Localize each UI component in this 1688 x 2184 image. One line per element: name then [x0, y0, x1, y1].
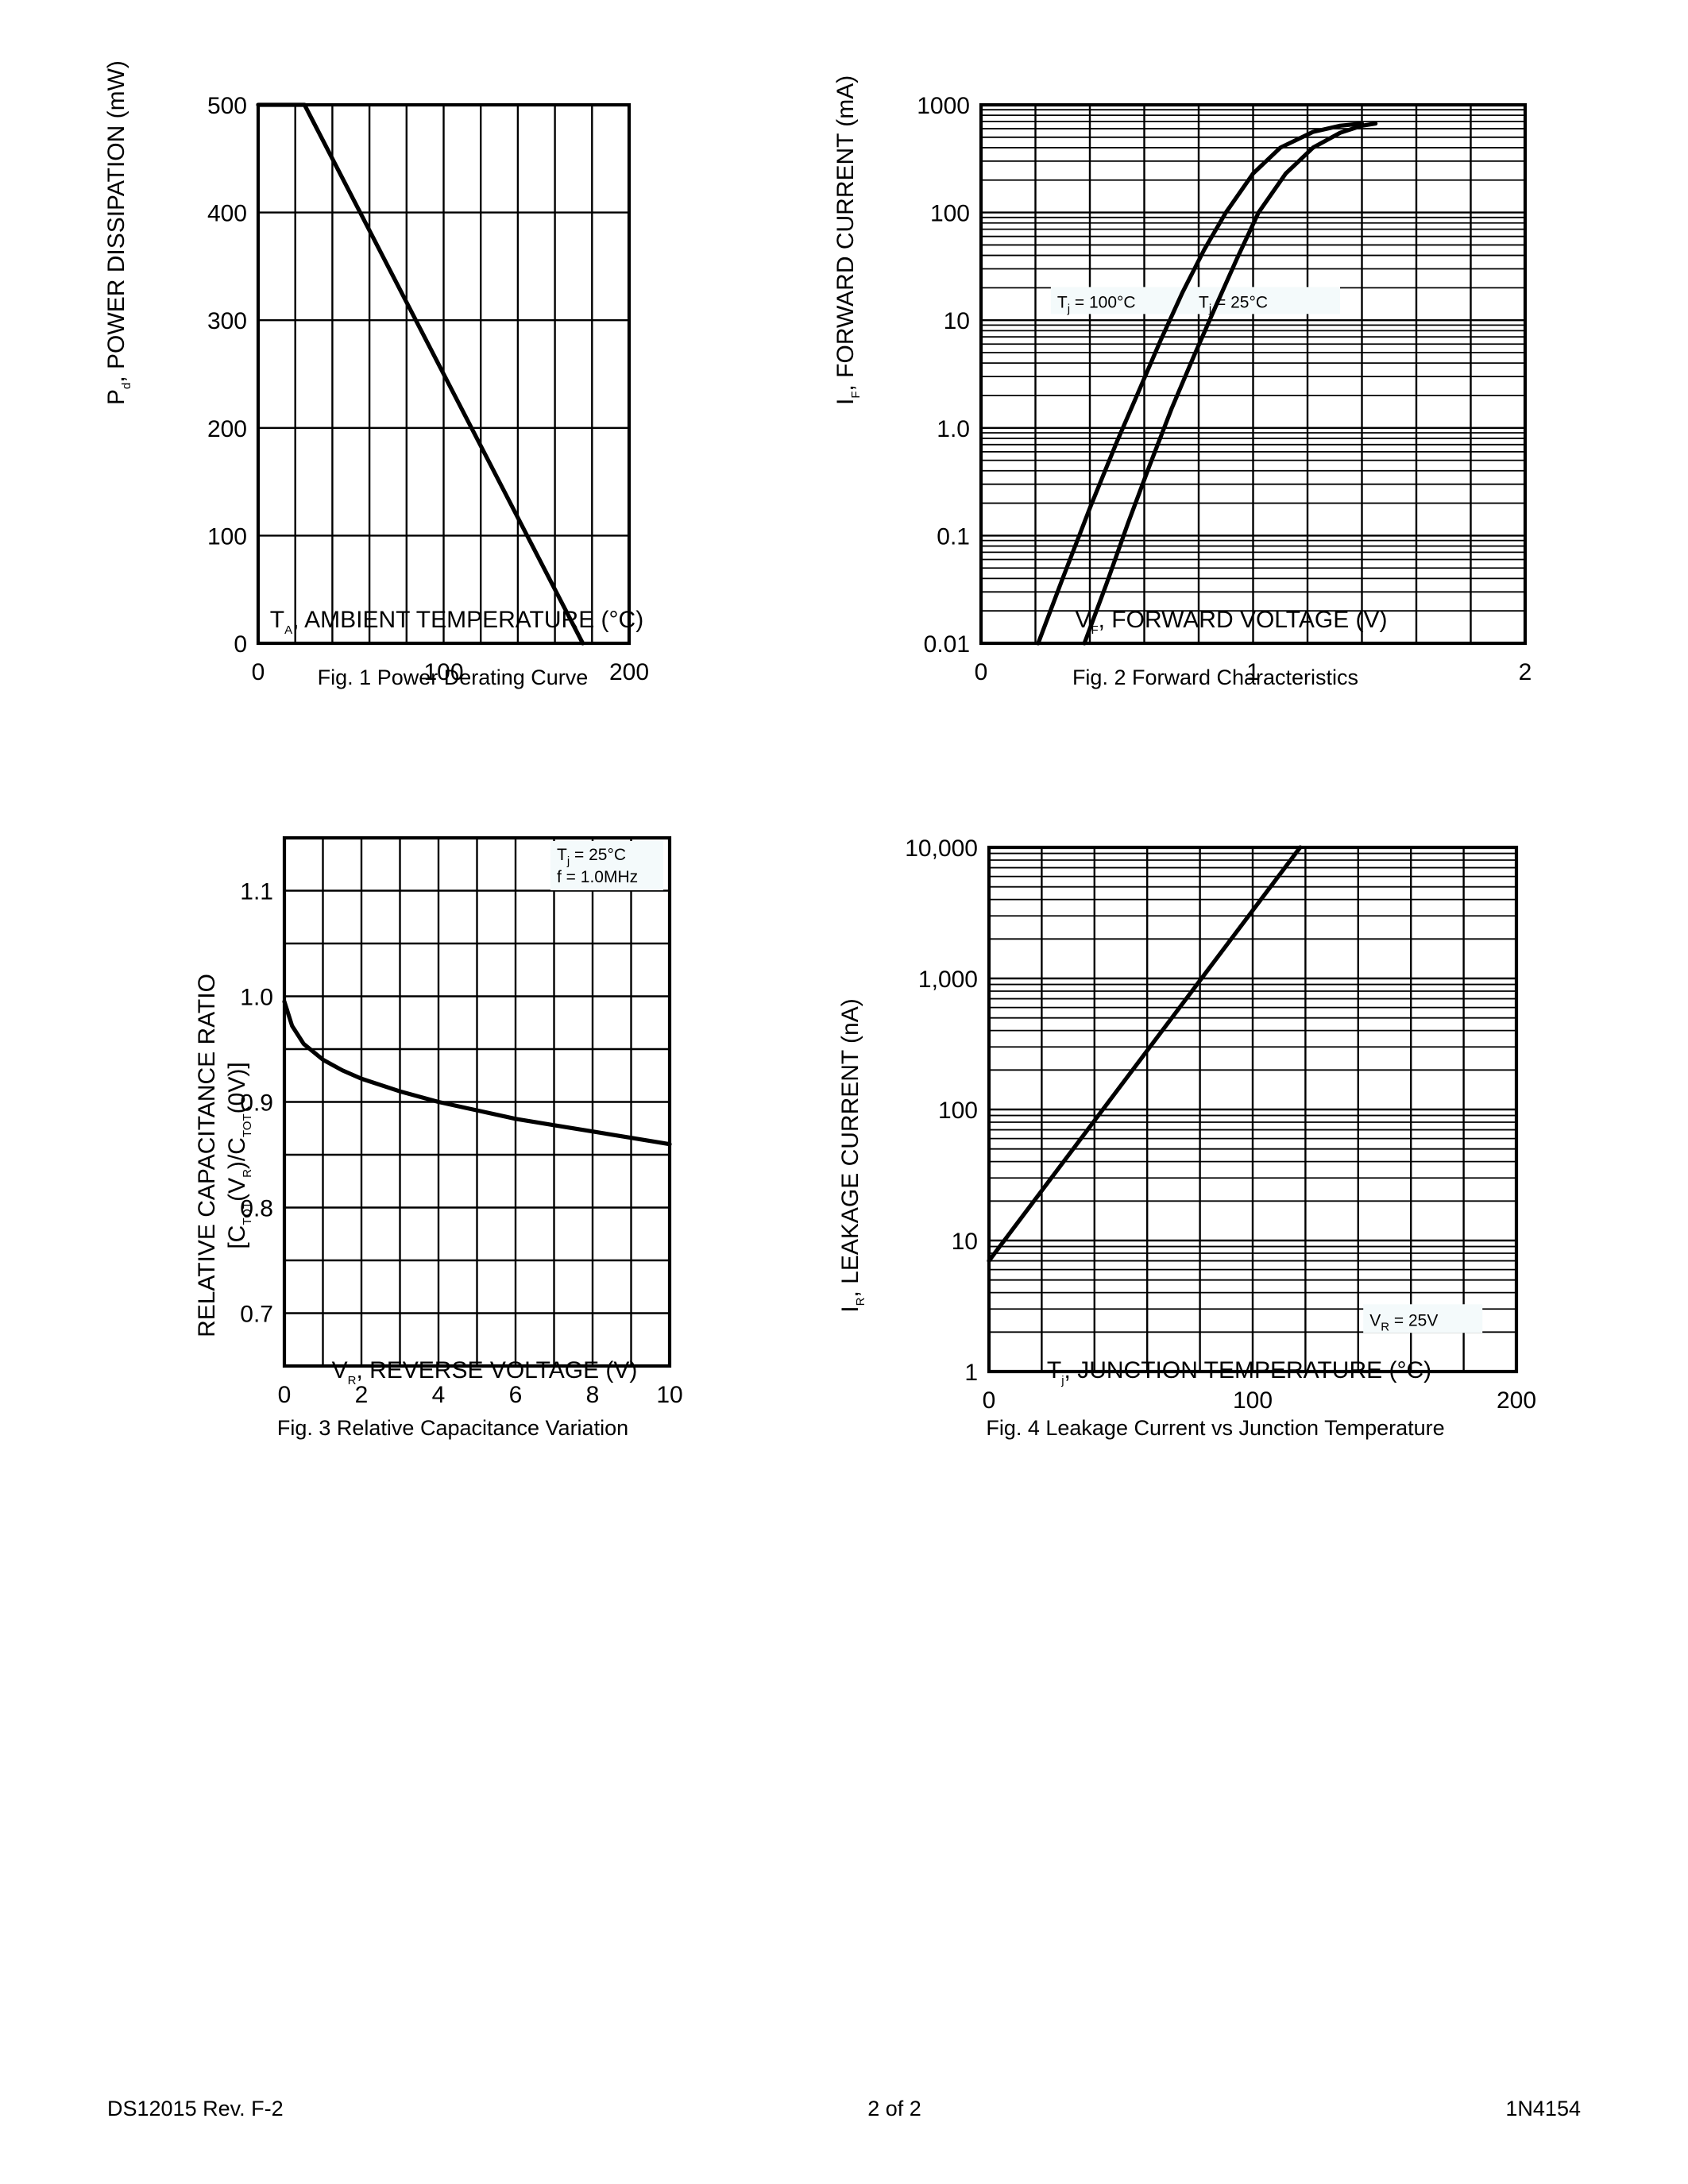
y-tick-label: 0.9: [240, 1090, 273, 1117]
footer-page-number: 2 of 2: [867, 2097, 921, 2120]
fig2-x-axis-label: VF, FORWARD VOLTAGE (V): [1075, 607, 1387, 637]
x-tick-label: 4: [432, 1382, 446, 1408]
y-tick-label: 10,000: [905, 835, 978, 862]
y-tick-label: 300: [207, 308, 247, 334]
fig4-plot-area: 1 10 100 1,000 10,000 0 100 200 VR = 25V: [905, 835, 1536, 1414]
fig1-svg: Pd, POWER DISSIPATION (mW) 0 100 200 300 400…: [103, 60, 649, 685]
data-curve: [256, 102, 585, 646]
plot-annotation: Tj = 100°C: [1057, 293, 1136, 315]
footer-doc-id: DS12015 Rev. F-2: [107, 2097, 284, 2120]
y-tick-label: 1.0: [937, 416, 970, 442]
plot-annotation: Tj = 25°C: [557, 846, 626, 868]
x-tick-label: 0: [975, 659, 988, 685]
y-tick-label: 1000: [917, 93, 970, 119]
x-tick-label: 6: [509, 1382, 523, 1408]
plot-annotation: f = 1.0MHz: [557, 868, 638, 886]
fig3-y-axis-label: RELATIVE CAPACITANCE RATIO [CTOT(VR)/CTO…: [194, 974, 254, 1337]
y-tick-label: 0.01: [924, 631, 970, 658]
y-tick-label: 0.8: [240, 1196, 273, 1222]
x-tick-label: 2: [1519, 659, 1532, 685]
x-tick-label: 8: [586, 1382, 600, 1408]
fig3-x-axis-label: VR, REVERSE VOLTAGE (V): [332, 1357, 638, 1387]
svg-text:IF, FORWARD CURRENT (mA): IF, FORWARD CURRENT (mA): [832, 75, 863, 405]
figure-3-relative-capacitance: RELATIVE CAPACITANCE RATIO [CTOT(VR)/CTO…: [95, 782, 810, 1481]
data-curve: [987, 845, 1303, 1264]
y-tick-label: 100: [207, 523, 247, 550]
fig1-plot-area: 0 100 200 300 400 500 0 100 200: [207, 93, 649, 685]
page-footer: DS12015 Rev. F-2 2 of 2 1N4154: [0, 2097, 1688, 2121]
fig2-svg: IF, FORWARD CURRENT (mA) 0.010.11.010100…: [832, 75, 1532, 685]
fig4-caption: Fig. 4 Leakage Current vs Junction Tempe…: [986, 1416, 1445, 1440]
fig2-y-axis-label: IF, FORWARD CURRENT (mA): [832, 75, 863, 405]
svg-text:Pd, POWER DISSIPATION (mW): Pd, POWER DISSIPATION (mW): [103, 60, 133, 405]
fig4-y-axis-label: IR, LEAKAGE CURRENT (nA): [837, 998, 867, 1312]
y-tick-label: 200: [207, 416, 247, 442]
x-tick-label: 0: [252, 659, 265, 685]
y-tick-label: 1,000: [918, 967, 978, 993]
y-tick-label: 1.0: [240, 985, 273, 1011]
y-tick-label: 10: [952, 1229, 978, 1255]
x-tick-label: 200: [609, 659, 649, 685]
y-tick-label: 1: [964, 1360, 978, 1386]
svg-text:[CTOT(VR)/CTOT(0V)]: [CTOT(VR)/CTOT(0V)]: [224, 1062, 254, 1248]
fig1-y-axis-label: Pd, POWER DISSIPATION (mW): [103, 60, 133, 405]
fig3-plot-area: 0.7 0.8 0.9 1.0 1.1 0 2 4 6 8 10 Tj = 25°Cf = 1.0MH…: [240, 835, 683, 1408]
y-tick-label: 0.7: [240, 1302, 273, 1328]
plot-annotation: VR = 25V: [1369, 1311, 1438, 1333]
y-tick-label: 10: [944, 308, 970, 334]
fig1-caption: Fig. 1 Power Derating Curve: [317, 666, 589, 689]
svg-text:IR, LEAKAGE CURRENT (nA): IR, LEAKAGE CURRENT (nA): [837, 998, 867, 1312]
fig2-plot-area: 0.01 0.1 1.0 10 100 1000 0 1 2 Tj = 100°C Tj = 25°…: [917, 93, 1532, 685]
figure-1-power-derating: Pd, POWER DISSIPATION (mW) 0 100 200 300 400…: [95, 32, 810, 731]
figure-4-leakage-current: IR, LEAKAGE CURRENT (nA) 1 10 100 1,000 10,0…: [826, 782, 1605, 1481]
x-tick-label: 100: [1233, 1387, 1273, 1414]
fig2-caption: Fig. 2 Forward Characteristics: [1072, 666, 1359, 689]
y-tick-label: 100: [930, 201, 970, 227]
x-tick-label: 0: [278, 1382, 292, 1408]
data-curve: [282, 999, 672, 1147]
x-tick-label: 10: [656, 1382, 682, 1408]
y-tick-label: 400: [207, 201, 247, 227]
plot-annotation: Tj = 25°C: [1199, 293, 1268, 315]
x-tick-label: 2: [355, 1382, 369, 1408]
y-tick-label: 0: [234, 631, 247, 658]
svg-text:RELATIVE CAPACITANCE RATIO: RELATIVE CAPACITANCE RATIO: [194, 974, 220, 1337]
y-tick-label: 500: [207, 93, 247, 119]
x-tick-label: 200: [1497, 1387, 1536, 1414]
footer-part-number: 1N4154: [1505, 2097, 1581, 2120]
y-tick-label: 0.1: [937, 523, 970, 550]
fig3-caption: Fig. 3 Relative Capacitance Variation: [276, 1416, 629, 1440]
fig1-x-axis-label: TA, AMBIENT TEMPERATURE (°C): [270, 607, 643, 637]
data-curve: [1082, 121, 1378, 646]
x-tick-label: 0: [983, 1387, 996, 1414]
fig4-svg: IR, LEAKAGE CURRENT (nA) 1 10 100 1,000 10,0…: [837, 835, 1536, 1414]
fig4-x-axis-label: Tj, JUNCTION TEMPERATURE (°C): [1047, 1357, 1431, 1387]
x-tick-label: 1: [1246, 659, 1260, 685]
x-tick-label: 100: [423, 659, 463, 685]
figure-2-forward-characteristics: IF, FORWARD CURRENT (mA) 0.01 0.1 1.0 10 100…: [826, 32, 1605, 731]
data-curve: [1036, 121, 1365, 646]
y-tick-label: 100: [938, 1098, 978, 1124]
fig3-svg: RELATIVE CAPACITANCE RATIO [CTOT(VR)/CTO…: [194, 835, 683, 1408]
y-tick-label: 1.1: [240, 879, 273, 905]
